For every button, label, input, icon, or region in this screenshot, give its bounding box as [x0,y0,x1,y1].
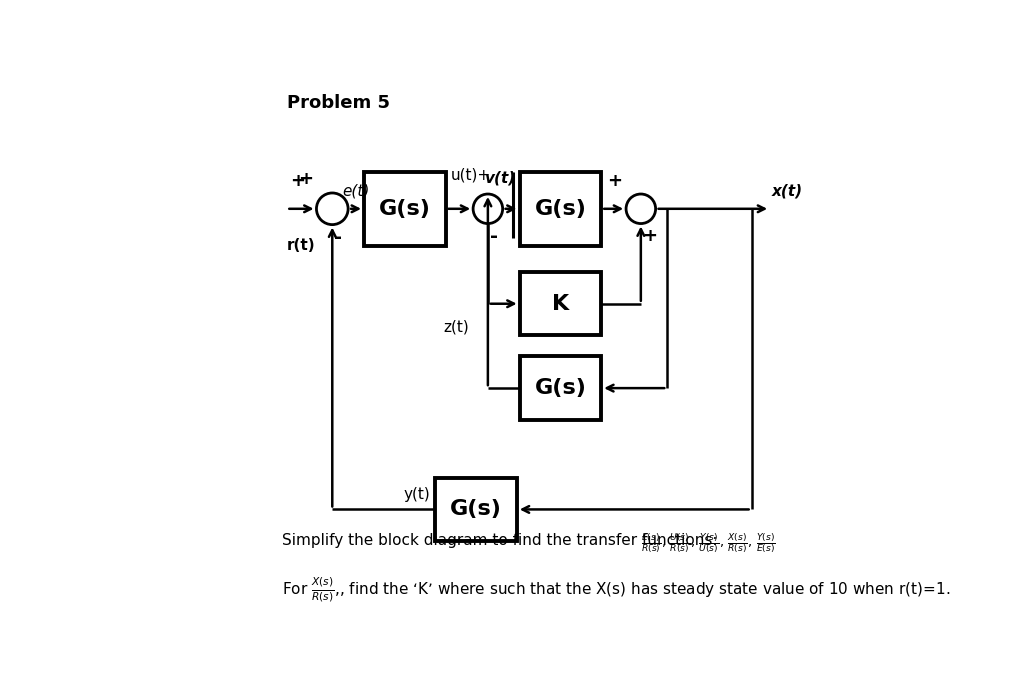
Bar [364,172,445,246]
Text: y(t): y(t) [403,487,430,502]
Bar [435,478,517,541]
Text: K: K [552,294,569,314]
Text: z(t): z(t) [443,319,469,334]
Text: -: - [490,227,498,246]
Circle shape [473,194,503,223]
Text: u(t)+: u(t)+ [451,167,492,182]
Bar [519,272,601,336]
Text: Simplify the block diagram to find the transfer functions:: Simplify the block diagram to find the t… [283,533,718,548]
Text: Problem 5: Problem 5 [288,94,390,112]
Circle shape [316,193,348,225]
Text: $\frac{E(s)}{R(s)}$, $\frac{U(s)}{R(s)}$, $\frac{Y(s)}{U(s)}$, $\frac{X(s)}{R(s): $\frac{E(s)}{R(s)}$, $\frac{U(s)}{R(s)}$… [641,532,776,556]
Text: G(s): G(s) [451,499,502,519]
Text: v(t): v(t) [484,170,516,185]
Text: G(s): G(s) [379,199,431,219]
Bar [519,172,601,246]
Text: For $\frac{X(s)}{R(s)}$,, find the ‘K’ where such that the X(s) has steady state: For $\frac{X(s)}{R(s)}$,, find the ‘K’ w… [283,575,950,604]
Circle shape [626,194,655,223]
Text: G(s): G(s) [535,199,587,219]
Text: +: + [642,227,656,245]
Text: +: + [298,170,313,188]
Text: r(t): r(t) [287,238,315,253]
Text: +: + [607,172,622,190]
Text: x(t): x(t) [772,184,803,198]
Bar [519,356,601,420]
Text: +: + [291,173,305,190]
Text: -: - [335,228,342,247]
Text: G(s): G(s) [535,378,587,398]
Text: e(t): e(t) [342,184,370,198]
